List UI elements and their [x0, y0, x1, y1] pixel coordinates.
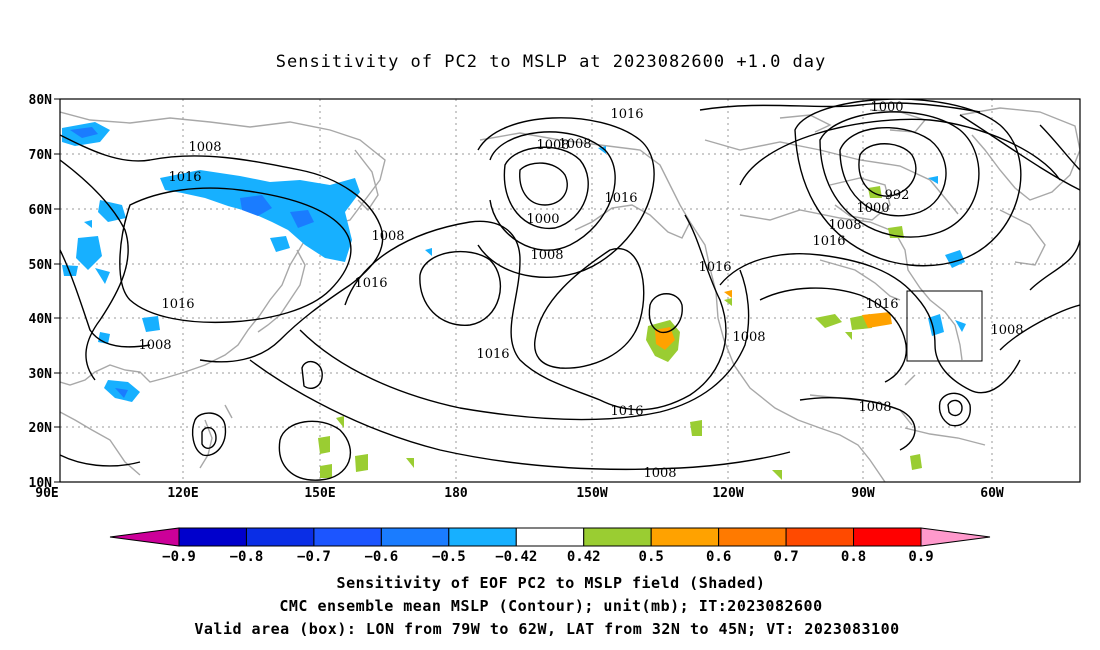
contour-label: 1016	[865, 297, 898, 312]
colorbar-label: −0.42	[495, 549, 537, 565]
lon-label: 120W	[712, 486, 743, 501]
colorbar-swatch	[313, 527, 382, 547]
colorbar: −0.9 −0.8 −0.7 −0.6 −0.5 −0.42 0.42 0.5 0.6 0.7 0.…	[109, 527, 991, 565]
colorbar-swatch	[583, 527, 652, 547]
colorbar-label: −0.7	[297, 549, 331, 565]
lat-label: 80N	[29, 93, 53, 108]
map-title: Sensitivity of PC2 to MSLP at 2023082600…	[276, 52, 827, 72]
colorbar-swatch	[448, 527, 517, 547]
mslp-contours	[60, 99, 1080, 481]
lon-label: 180	[444, 486, 468, 501]
lat-label: 20N	[29, 421, 53, 436]
colorbar-label: −0.8	[230, 549, 264, 565]
colorbar-swatch	[515, 527, 585, 547]
plot-frame	[59, 98, 1081, 483]
colorbar-swatch	[178, 527, 247, 547]
contour-label: 1016	[812, 234, 845, 249]
contour-label: 1008	[536, 138, 569, 153]
colorbar-label: 0.42	[567, 549, 601, 565]
lat-label: 40N	[29, 312, 53, 327]
lat-label: 60N	[29, 203, 53, 218]
footer-line-2: CMC ensemble mean MSLP (Contour); unit(m…	[279, 597, 822, 615]
contour-label: 1008	[138, 338, 171, 353]
contour-label: 1016	[354, 276, 387, 291]
contour-label-group: 1016 1000 1008 1008 992 1000 1008 1016 1…	[138, 100, 1023, 481]
contour-label: 1008	[990, 323, 1023, 338]
contour-label: 1008	[530, 248, 563, 263]
contour-label: 1000	[526, 212, 559, 227]
colorbar-label: 0.6	[706, 549, 731, 565]
colorbar-swatch	[853, 527, 922, 547]
lat-label: 30N	[29, 367, 53, 382]
lon-label: 120E	[167, 486, 198, 501]
contour-label: 1008	[371, 229, 404, 244]
contour-label: 1016	[698, 260, 731, 275]
longitude-labels: 90E 120E 150E 180 150W 120W 90W 60W	[35, 486, 1004, 501]
colorbar-high-arrow	[920, 527, 991, 547]
contour-label: 1016	[610, 404, 643, 419]
colorbar-label: −0.9	[162, 549, 196, 565]
footer-line-3: Valid area (box): LON from 79W to 62W, L…	[194, 620, 899, 638]
lon-label: 90W	[851, 486, 875, 501]
contour-label: 1016	[168, 170, 201, 185]
contour-label: 992	[885, 188, 910, 203]
footer-line-1: Sensitivity of EOF PC2 to MSLP field (Sh…	[337, 574, 766, 592]
colorbar-swatch	[650, 527, 720, 547]
lon-label: 150E	[304, 486, 335, 501]
lon-label: 150W	[576, 486, 607, 501]
contour-label: 1008	[558, 137, 591, 152]
colorbar-label: 0.8	[841, 549, 866, 565]
contour-label: 1000	[856, 201, 889, 216]
colorbar-label: 0.9	[908, 549, 933, 565]
colorbar-swatch	[785, 527, 855, 547]
lat-label: 70N	[29, 148, 53, 163]
colorbar-label: 0.7	[773, 549, 798, 565]
coastlines	[60, 107, 1080, 482]
contour-label: 1000	[870, 100, 903, 115]
lon-label: 60W	[980, 486, 1004, 501]
contour-label: 1008	[188, 140, 221, 155]
latitude-labels: 80N 70N 60N 50N 40N 30N 20N 10N	[29, 93, 53, 491]
lat-ticks	[54, 98, 60, 483]
contour-label: 1016	[604, 191, 637, 206]
gridlines	[60, 99, 1080, 482]
colorbar-swatch	[718, 527, 787, 547]
colorbar-swatch	[245, 527, 315, 547]
lat-label: 10N	[29, 476, 53, 491]
contour-label: 1016	[610, 107, 643, 122]
colorbar-swatch	[380, 527, 450, 547]
colorbar-label: 0.5	[639, 549, 664, 565]
contour-label: 1008	[643, 466, 676, 481]
contour-label: 1016	[476, 347, 509, 362]
contour-label: 1008	[858, 400, 891, 415]
colorbar-label: −0.6	[365, 549, 399, 565]
valid-area-box	[906, 290, 983, 362]
contour-label: 1008	[828, 218, 861, 233]
colorbar-low-arrow	[109, 527, 180, 547]
contour-label: 1016	[161, 297, 194, 312]
lon-label: 90E	[35, 486, 58, 501]
contour-label: 1008	[732, 330, 765, 345]
lat-label: 50N	[29, 258, 53, 273]
colorbar-label: −0.5	[432, 549, 466, 565]
